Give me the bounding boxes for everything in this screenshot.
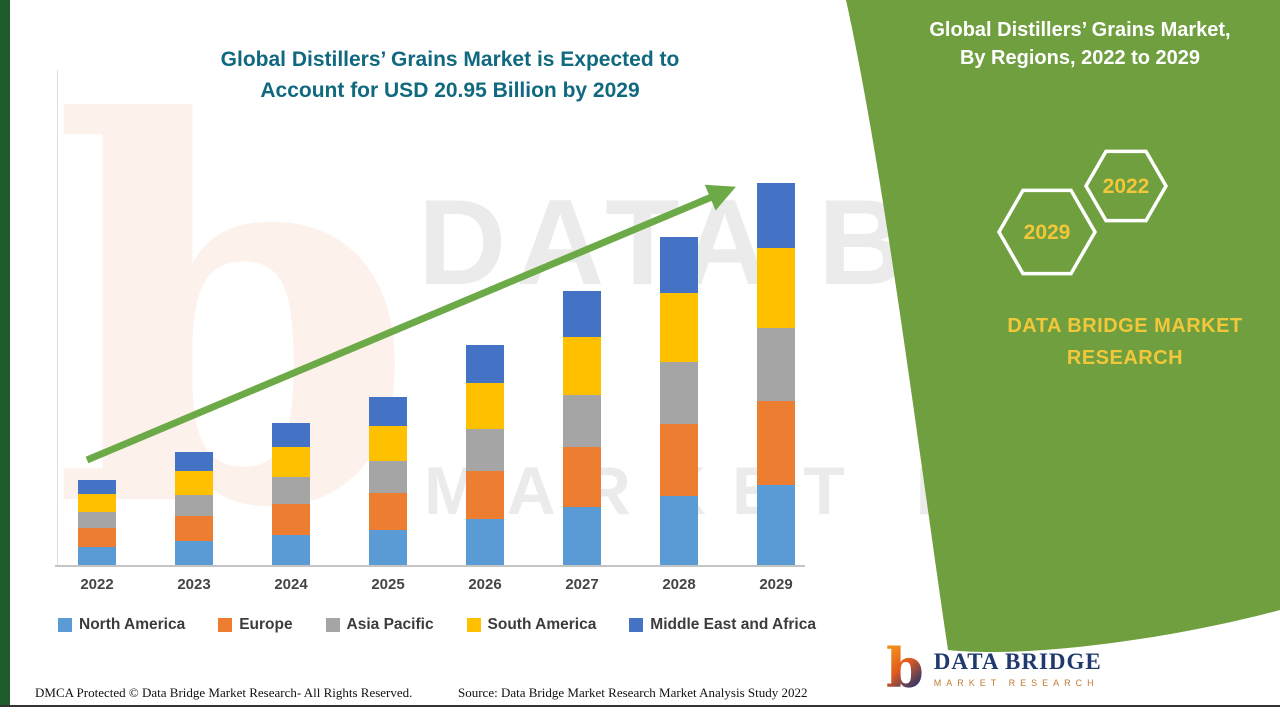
panel-brand-line1: DATA BRIDGE MARKET xyxy=(1007,315,1243,337)
legend-item-north-america: North America xyxy=(58,616,185,634)
panel-title: Global Distillers’ Grains Market, By Reg… xyxy=(900,16,1260,72)
legend-label: Middle East and Africa xyxy=(650,616,816,633)
chart-title-line2: Account for USD 20.95 Billion by 2029 xyxy=(260,79,640,102)
bar-segment-2027-asia-pacific xyxy=(563,394,601,448)
legend-item-europe: Europe xyxy=(218,616,293,634)
bar-segment-2027-south-america xyxy=(563,337,601,395)
x-axis-label-2023: 2023 xyxy=(177,576,211,593)
legend-item-middle-east-and-africa: Middle East and Africa xyxy=(629,616,816,634)
bar-segment-2028-north-america xyxy=(660,496,698,565)
bar-segment-2028-middle-east-and-africa xyxy=(660,236,698,293)
bar-segment-2024-asia-pacific xyxy=(272,476,310,504)
bar-segment-2022-south-america xyxy=(78,494,116,513)
panel-title-line2: By Regions, 2022 to 2029 xyxy=(959,47,1201,69)
bar-segment-2029-europe xyxy=(757,400,795,485)
x-axis-label-2025: 2025 xyxy=(371,576,405,593)
bar-segment-2025-europe xyxy=(369,492,407,530)
bar-segment-2028-south-america xyxy=(660,292,698,362)
bar-segment-2025-south-america xyxy=(369,425,407,461)
dbmr-logo-tagline: MARKET RESEARCH xyxy=(933,677,1099,688)
legend-swatch-icon xyxy=(58,618,72,632)
legend-label: North America xyxy=(79,616,186,633)
bar-segment-2026-europe xyxy=(466,470,504,519)
bar-segment-2028-europe xyxy=(660,423,698,497)
x-axis-label-2029: 2029 xyxy=(759,576,793,593)
bar-segment-2023-south-america xyxy=(175,471,213,495)
bar-segment-2024-north-america xyxy=(272,535,310,565)
bar-segment-2022-asia-pacific xyxy=(78,512,116,529)
x-axis-label-2022: 2022 xyxy=(80,576,114,593)
bar-segment-2026-north-america xyxy=(466,518,504,565)
bar-segment-2029-asia-pacific xyxy=(757,328,795,401)
x-axis-label-2026: 2026 xyxy=(468,576,502,593)
panel-brand-line2: RESEARCH xyxy=(1066,347,1184,369)
bar-segment-2025-middle-east-and-africa xyxy=(369,397,407,426)
bar-segment-2027-europe xyxy=(563,447,601,508)
dbmr-logo-text: DATA BRIDGE MARKET RESEARCH xyxy=(934,649,1102,688)
chart-legend: North America Europe Asia Pacific South Ame… xyxy=(58,616,816,634)
x-axis-line xyxy=(55,565,805,567)
legend-label: South America xyxy=(487,616,597,633)
legend-item-asia-pacific: Asia Pacific xyxy=(325,616,434,634)
bar-segment-2023-asia-pacific xyxy=(175,494,213,517)
bar-segment-2024-europe xyxy=(272,503,310,536)
dmca-notice: DMCA Protected © Data Bridge Market Rese… xyxy=(35,685,413,700)
bar-segment-2024-south-america xyxy=(272,447,310,477)
source-note: Source: Data Bridge Market Research Mark… xyxy=(458,685,808,700)
bar-segment-2025-north-america xyxy=(369,529,407,565)
chart-title-line1: Global Distillers’ Grains Market is Expe… xyxy=(220,48,680,71)
bar-segment-2022-europe xyxy=(78,528,116,548)
footer-divider xyxy=(0,705,1280,707)
dbmr-logo-title: DATA BRIDGE xyxy=(933,648,1102,674)
chart-title: Global Distillers’ Grains Market is Expe… xyxy=(140,44,760,106)
legend-label: Europe xyxy=(239,616,293,633)
bar-segment-2026-middle-east-and-africa xyxy=(466,345,504,383)
left-accent-stripe xyxy=(0,0,10,706)
legend-swatch-icon xyxy=(629,618,644,632)
bar-segment-2027-north-america xyxy=(563,507,601,565)
bar-segment-2029-south-america xyxy=(757,247,795,329)
bar-segment-2026-south-america xyxy=(466,382,504,429)
bar-segment-2024-middle-east-and-africa xyxy=(272,422,310,448)
legend-swatch-icon xyxy=(325,618,340,632)
x-axis-label-2027: 2027 xyxy=(565,576,599,593)
legend-item-south-america: South America xyxy=(466,616,597,634)
legend-swatch-icon xyxy=(218,618,233,632)
x-axis-label-2024: 2024 xyxy=(274,576,308,593)
bar-segment-2022-north-america xyxy=(78,547,116,565)
bar-segment-2029-middle-east-and-africa xyxy=(757,183,795,248)
y-axis-line xyxy=(57,70,58,567)
dbmr-logo: b DATA BRIDGE MARKET RESEARCH xyxy=(886,636,1102,700)
legend-label: Asia Pacific xyxy=(346,616,434,633)
bar-segment-2022-middle-east-and-africa xyxy=(78,479,116,495)
bar-segment-2029-north-america xyxy=(757,484,795,565)
bar-segment-2023-middle-east-and-africa xyxy=(175,452,213,472)
bar-segment-2025-asia-pacific xyxy=(369,460,407,493)
bar-segment-2023-north-america xyxy=(175,541,213,565)
panel-brand-text: DATA BRIDGE MARKET RESEARCH xyxy=(960,310,1280,374)
legend-swatch-icon xyxy=(466,618,481,632)
bar-segment-2028-asia-pacific xyxy=(660,361,698,424)
x-axis-label-2028: 2028 xyxy=(662,576,696,593)
panel-title-line1: Global Distillers’ Grains Market, xyxy=(929,19,1231,41)
bar-segment-2027-middle-east-and-africa xyxy=(563,290,601,338)
dbmr-logo-glyph-icon: b xyxy=(886,636,924,700)
bar-segment-2026-asia-pacific xyxy=(466,428,504,471)
bar-segment-2023-europe xyxy=(175,516,213,542)
